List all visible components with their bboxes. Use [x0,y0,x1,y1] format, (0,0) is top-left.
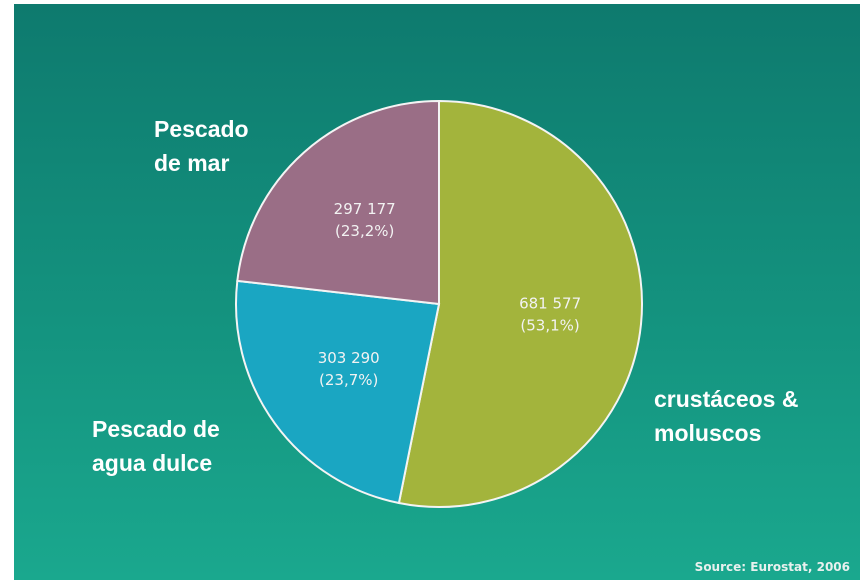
value-label: 303 290 [318,349,380,367]
category-label: Pescado de agua dulce [92,416,220,476]
percentage-label: (23,2%) [335,222,394,240]
pie-slice [235,279,441,505]
category-label: Pescado de mar [154,116,249,176]
chart: 681 577 (53,1%) 303 290 (23,7%) 297 177 (23,2… [14,4,860,580]
category-label: crustáceos & moluscos [654,386,799,446]
percentage-label: (53,1%) [520,317,579,335]
value-label: 681 577 [519,295,581,313]
pie-slice [397,99,643,508]
percentage-label: (23,7%) [319,371,378,389]
value-label: 297 177 [334,200,396,218]
pie-slice [236,99,440,306]
pie-area: 681 577 (53,1%) 303 290 (23,7%) 297 177 (23,2… [235,99,643,508]
source: Source: Eurostat, 2006 [694,560,850,574]
